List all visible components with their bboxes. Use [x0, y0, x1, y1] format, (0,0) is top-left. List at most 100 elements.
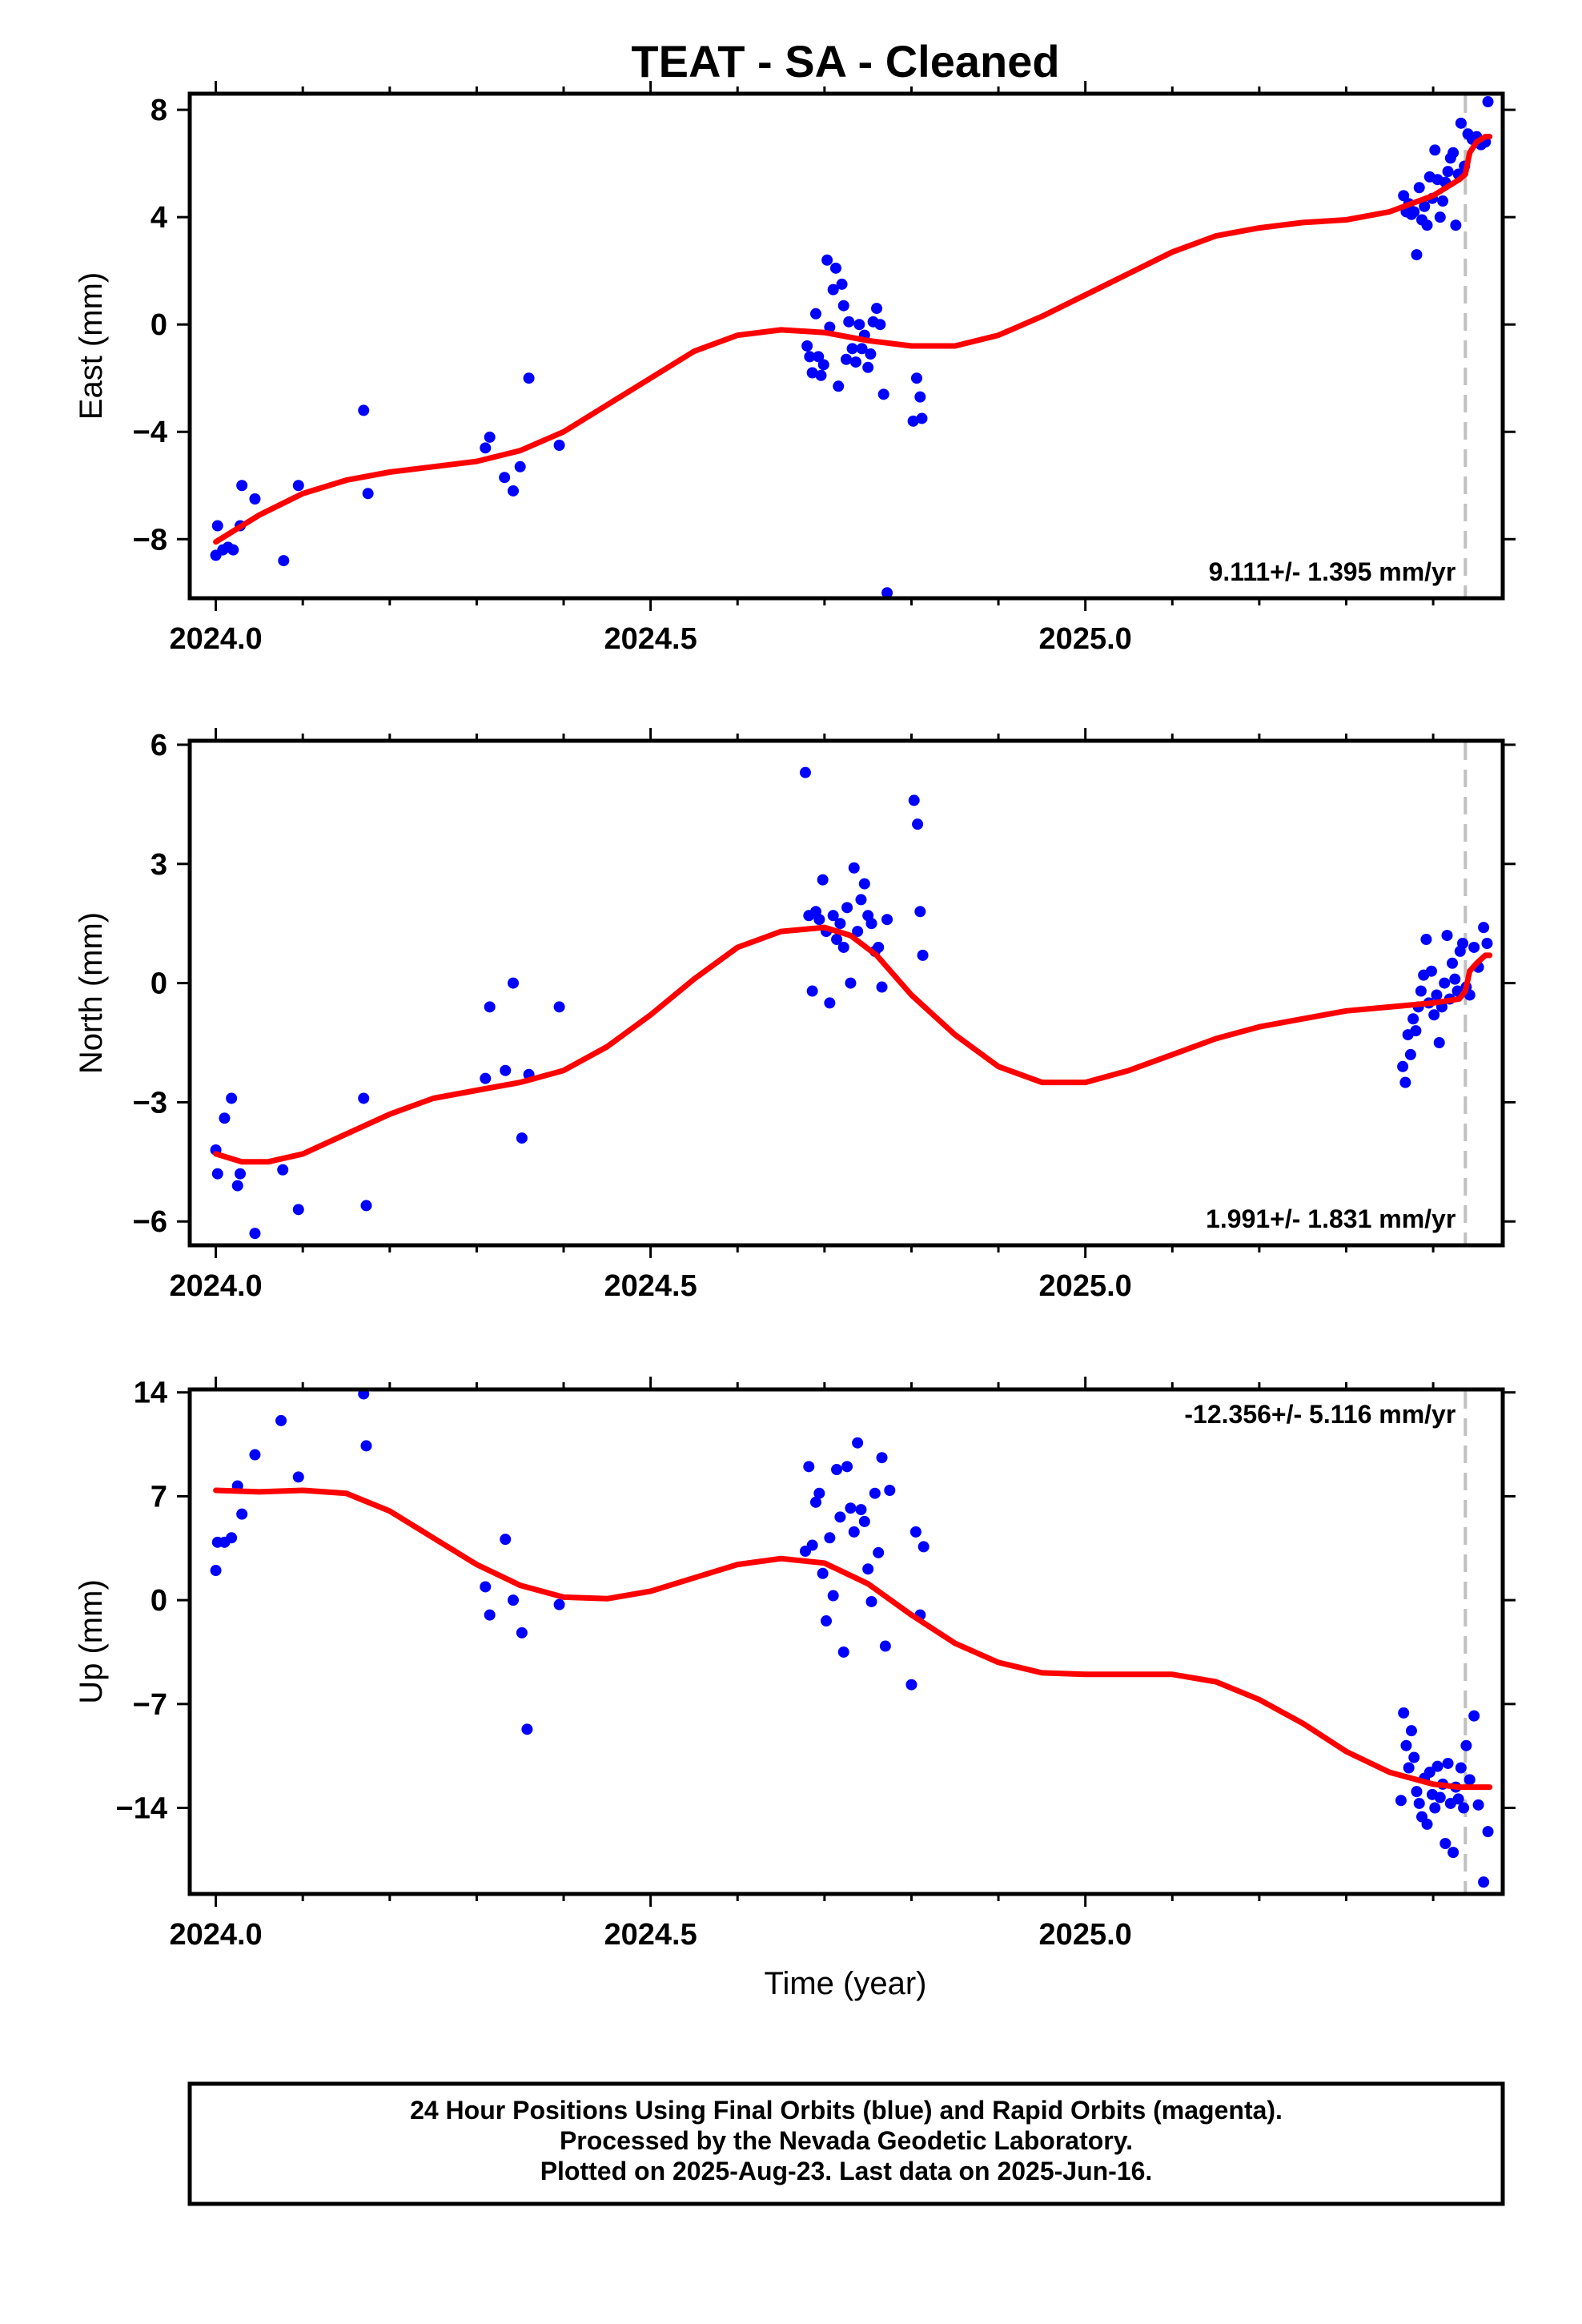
y-tick-label: −4 [133, 416, 167, 449]
data-point [1415, 985, 1427, 997]
data-point [1423, 1767, 1435, 1779]
data-point [827, 910, 839, 922]
data-point [1478, 1876, 1490, 1888]
footer-box: 24 Hour Positions Using Final Orbits (bl… [187, 2081, 1505, 2206]
data-point [910, 372, 922, 384]
data-point [236, 1508, 248, 1520]
rate-annotation: -12.356+/- 5.116 mm/yr [1184, 1400, 1456, 1429]
data-point [1398, 190, 1410, 202]
data-point [831, 934, 843, 946]
panel-frame [187, 738, 1505, 1248]
data-point [1455, 1762, 1467, 1774]
rate-annotation: 9.111+/- 1.395 mm/yr [1209, 557, 1456, 586]
data-point [852, 1437, 864, 1449]
data-point [905, 1679, 917, 1691]
data-point [881, 914, 893, 926]
y-tick-label: −6 [133, 1205, 167, 1239]
data-point [907, 415, 919, 427]
data-point [827, 283, 839, 296]
rate-annotation: 1.991+/- 1.831 mm/yr [1206, 1204, 1456, 1233]
data-point [881, 587, 893, 598]
y-tick-label: −8 [133, 523, 167, 557]
data-point [292, 1204, 304, 1216]
data-point [858, 878, 870, 890]
data-point [804, 351, 816, 363]
data-point [834, 1511, 846, 1523]
data-point [1425, 965, 1437, 977]
data-point [1429, 144, 1441, 156]
y-axis-label: North (mm) [74, 912, 109, 1074]
data-point [871, 303, 883, 315]
data-point [516, 1132, 528, 1144]
x-tick-label: 2025.0 [1039, 622, 1132, 656]
x-tick-label: 2024.5 [604, 622, 697, 656]
fit-curve [213, 924, 1493, 1165]
data-point [1431, 989, 1443, 1001]
data-point [234, 1168, 246, 1180]
data-point [358, 1092, 370, 1104]
data-point [877, 388, 889, 400]
data-point [1408, 206, 1420, 218]
data-point [912, 818, 924, 830]
data-point [1439, 1838, 1452, 1849]
x-axis-label: Time (year) [765, 1966, 927, 2001]
data-point [815, 369, 827, 381]
data-point [1408, 1751, 1420, 1763]
data-point [884, 1485, 896, 1496]
data-point [833, 380, 845, 392]
data-point [1458, 1802, 1470, 1814]
data-point [292, 480, 304, 492]
data-point [1447, 1847, 1460, 1859]
data-point [249, 1228, 261, 1240]
data-point [360, 1200, 372, 1212]
data-point [852, 926, 864, 938]
data-point [480, 1581, 492, 1593]
panel-frame [187, 91, 1505, 601]
data-point [856, 343, 868, 355]
data-point [1413, 182, 1425, 194]
footer-line-3: Plotted on 2025-Aug-23. Last data on 202… [540, 2157, 1153, 2185]
data-point [834, 918, 846, 930]
data-point [855, 894, 867, 906]
data-point [809, 1496, 821, 1508]
data-point [500, 1064, 512, 1076]
data-point [865, 918, 877, 930]
data-point [1433, 1037, 1445, 1049]
data-point [1395, 1795, 1407, 1807]
data-point [1455, 117, 1467, 129]
data-point [1447, 957, 1459, 969]
data-point [817, 874, 829, 886]
data-point [484, 1001, 496, 1013]
y-tick-label: −7 [133, 1688, 167, 1722]
data-points [210, 1389, 1494, 1888]
data-point [1421, 219, 1433, 231]
data-point [874, 319, 886, 331]
data-point [210, 1565, 222, 1577]
data-point [1429, 1802, 1441, 1814]
data-point [1457, 937, 1469, 949]
data-point [1482, 96, 1494, 108]
x-tick-label: 2025.0 [1039, 1918, 1132, 1952]
data-point [1431, 1760, 1443, 1772]
data-point [211, 1168, 223, 1180]
data-point [508, 485, 520, 497]
data-point [1434, 211, 1446, 223]
data-point [824, 321, 836, 333]
data-point [1460, 1739, 1472, 1751]
y-tick-label: 7 [151, 1480, 167, 1514]
data-point [869, 1487, 881, 1499]
x-tick-label: 2024.0 [169, 622, 262, 656]
footer-frame [187, 2081, 1505, 2206]
data-point [360, 1440, 372, 1452]
data-point [1410, 1025, 1422, 1037]
data-point [809, 308, 821, 320]
data-point [803, 1461, 815, 1473]
data-point [862, 361, 874, 373]
y-tick-label: 8 [151, 94, 167, 127]
data-point [278, 555, 290, 567]
data-point [873, 1546, 885, 1558]
data-point [806, 367, 818, 379]
data-point [1447, 147, 1460, 159]
x-tick-label: 2025.0 [1039, 1269, 1132, 1303]
y-tick-label: 14 [134, 1377, 167, 1410]
